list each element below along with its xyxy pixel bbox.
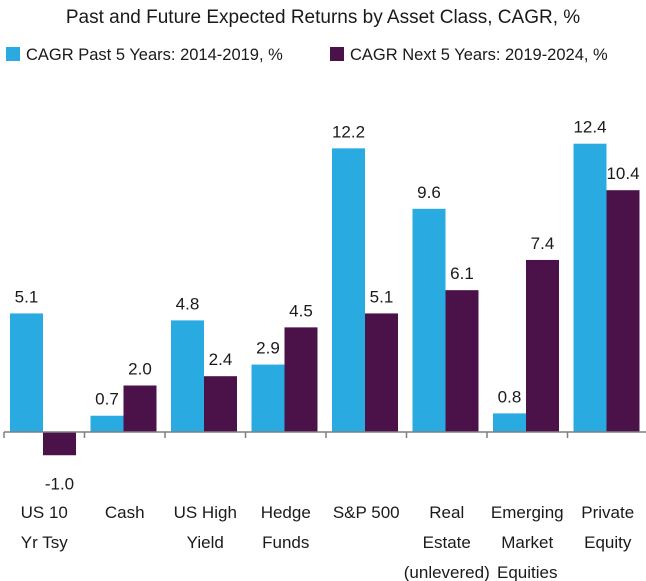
bars-group [10, 143, 640, 456]
category-label-line: Equities [497, 563, 557, 581]
value-labels-group: 5.1 0.7 4.8 2.9 12.2 9.6 0.8 12.4 -1.0 2.0 2.4 4.5 5… [15, 118, 640, 494]
category-label-line: Yield [187, 533, 224, 552]
category-label-line: Market [501, 533, 553, 552]
category-label-us-high-yield: US High Yield [174, 503, 237, 552]
category-label-cash: Cash [105, 503, 145, 522]
category-label-private-equity: Private Equity [581, 503, 634, 552]
value-label-series-1-private-equity: 12.4 [573, 118, 606, 137]
x-axis [3, 431, 646, 438]
value-label-series-2-real-estate-unlevered: 6.1 [450, 264, 474, 283]
bar-series-1-cash [90, 415, 124, 432]
bar-series-2-us-10-yr-tsy [43, 432, 76, 456]
bar-series-1-real-estate-unlevered [412, 208, 446, 432]
value-label-series-2-us-high-yield: 2.4 [209, 350, 233, 369]
value-label-series-2-s-p-500: 5.1 [370, 287, 394, 306]
category-label-line: US 10 [21, 503, 68, 522]
value-label-series-2-private-equity: 10.4 [606, 164, 639, 183]
bar-series-1-s-p-500 [332, 148, 365, 432]
value-label-series-1-real-estate-unlevered: 9.6 [417, 183, 441, 202]
value-label-series-1-us-10-yr-tsy: 5.1 [15, 287, 39, 306]
value-label-series-1-emerging-market-equities: 0.8 [498, 387, 522, 406]
value-label-series-2-cash: 2.0 [128, 360, 152, 379]
category-label-line: Funds [262, 533, 309, 552]
category-label-line: (unlevered) [404, 563, 490, 581]
bar-series-1-private-equity [573, 143, 607, 432]
category-label-s-p-500: S&P 500 [333, 503, 400, 522]
category-label-emerging-market-equities: Emerging Market Equities [491, 503, 564, 581]
category-label-line: US High [174, 503, 237, 522]
value-label-series-2-us-10-yr-tsy: -1.0 [45, 474, 74, 493]
category-label-line: Private [581, 503, 634, 522]
bar-series-1-emerging-market-equities [493, 413, 526, 432]
legend: CAGR Past 5 Years: 2014-2019, % CAGR Next… [6, 46, 608, 64]
legend-label-series-2: CAGR Next 5 Years: 2019-2024, % [350, 46, 608, 64]
category-labels-group: US 10 Yr Tsy Cash US High Yield Hedge Funds S&P… [21, 503, 635, 581]
category-label-line: Yr Tsy [21, 533, 68, 552]
value-label-series-1-us-high-yield: 4.8 [176, 294, 200, 313]
category-label-line: Hedge [261, 503, 311, 522]
category-label-line: S&P 500 [333, 503, 400, 522]
bar-series-1-us-10-yr-tsy [10, 313, 43, 432]
category-label-line: Emerging [491, 503, 564, 522]
bar-series-2-private-equity [606, 190, 640, 432]
legend-swatch-series-2 [330, 47, 344, 61]
bar-series-2-us-high-yield [204, 376, 237, 432]
legend-label-series-1: CAGR Past 5 Years: 2014-2019, % [26, 46, 283, 64]
value-label-series-2-emerging-market-equities: 7.4 [531, 234, 555, 253]
category-label-line: Equity [584, 533, 632, 552]
bar-series-2-s-p-500 [365, 313, 398, 432]
bar-series-2-real-estate-unlevered [445, 290, 479, 432]
bar-series-1-us-high-yield [171, 320, 204, 432]
bar-series-1-hedge-funds [251, 364, 285, 432]
legend-swatch-series-1 [6, 47, 20, 61]
category-label-us-10-yr-tsy: US 10 Yr Tsy [21, 503, 69, 552]
value-label-series-1-s-p-500: 12.2 [332, 122, 365, 141]
category-label-real-estate-unlevered: Real Estate (unlevered) [404, 503, 490, 581]
bar-series-2-emerging-market-equities [526, 259, 559, 432]
category-label-line: Estate [423, 533, 471, 552]
value-label-series-1-cash: 0.7 [95, 390, 119, 409]
bar-series-2-hedge-funds [284, 327, 318, 432]
category-label-line: Real [429, 503, 464, 522]
value-label-series-1-hedge-funds: 2.9 [256, 339, 280, 358]
category-label-hedge-funds: Hedge Funds [261, 503, 311, 552]
category-label-line: Cash [105, 503, 145, 522]
bar-series-2-cash [123, 385, 157, 432]
chart-title: Past and Future Expected Returns by Asse… [66, 7, 580, 28]
value-label-series-2-hedge-funds: 4.5 [289, 301, 313, 320]
